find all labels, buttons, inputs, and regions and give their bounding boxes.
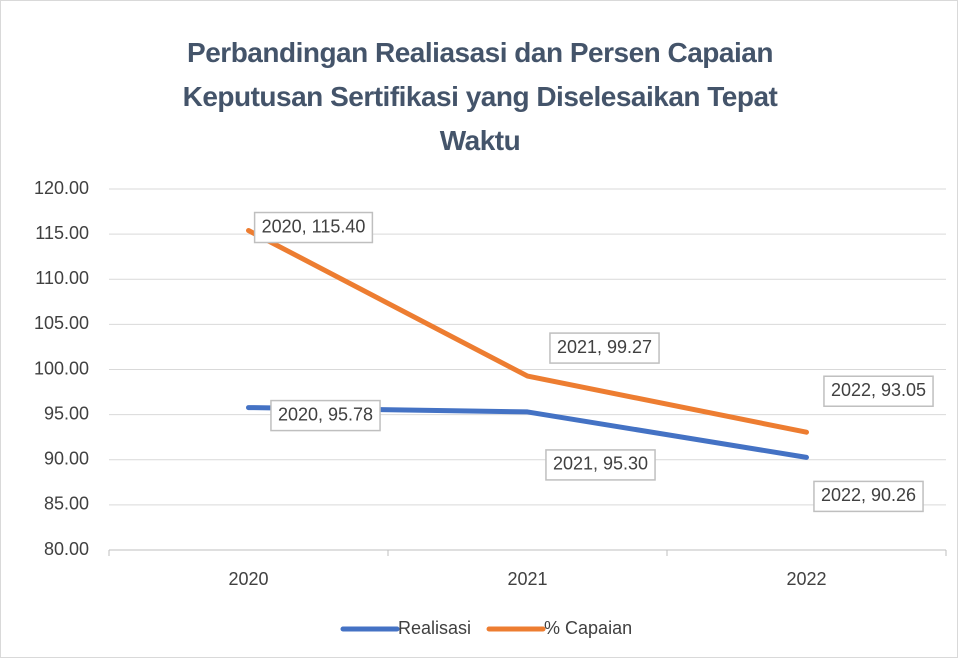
data-label: 2022, 90.26 (813, 480, 924, 513)
y-tick-label: 110.00 (35, 268, 89, 288)
data-label: 2020, 95.78 (270, 399, 381, 432)
data-label-box (813, 480, 924, 513)
data-label-text: 2020, 95.78 (278, 404, 373, 424)
legend-label: % Capaian (544, 618, 632, 638)
data-label-box (253, 211, 374, 244)
data-label-text: 2022, 90.26 (821, 485, 916, 505)
data-label-text: 2022, 93.05 (831, 380, 926, 400)
data-label-text: 2020, 115.40 (262, 216, 366, 236)
data-label: 2021, 99.27 (549, 332, 660, 364)
x-tick-label: 2020 (228, 569, 268, 589)
legend-label: Realisasi (398, 618, 471, 638)
data-label: 2022, 93.05 (823, 375, 934, 407)
x-tick-label: 2022 (786, 569, 826, 589)
data-label-box (270, 399, 381, 432)
data-label-box (545, 449, 656, 481)
y-tick-label: 115.00 (35, 223, 89, 243)
data-label-text: 2021, 99.27 (557, 337, 652, 357)
data-label-box (823, 375, 934, 407)
chart-title: Perbandingan Realiasasi dan Persen Capai… (182, 37, 778, 156)
y-tick-label: 90.00 (44, 449, 89, 469)
data-label-text: 2021, 95.30 (553, 454, 648, 474)
y-tick-label: 85.00 (44, 494, 89, 514)
y-tick-label: 80.00 (44, 539, 89, 559)
series-line (246, 228, 809, 435)
y-tick-label: 100.00 (34, 358, 89, 378)
y-tick-label: 105.00 (34, 313, 89, 333)
y-tick-label: 95.00 (44, 403, 89, 423)
x-tick-label: 2021 (507, 569, 547, 589)
y-tick-label: 120.00 (34, 178, 89, 198)
data-label: 2021, 95.30 (545, 449, 656, 481)
data-label: 2020, 115.40 (253, 211, 374, 244)
data-label-box (549, 332, 660, 364)
